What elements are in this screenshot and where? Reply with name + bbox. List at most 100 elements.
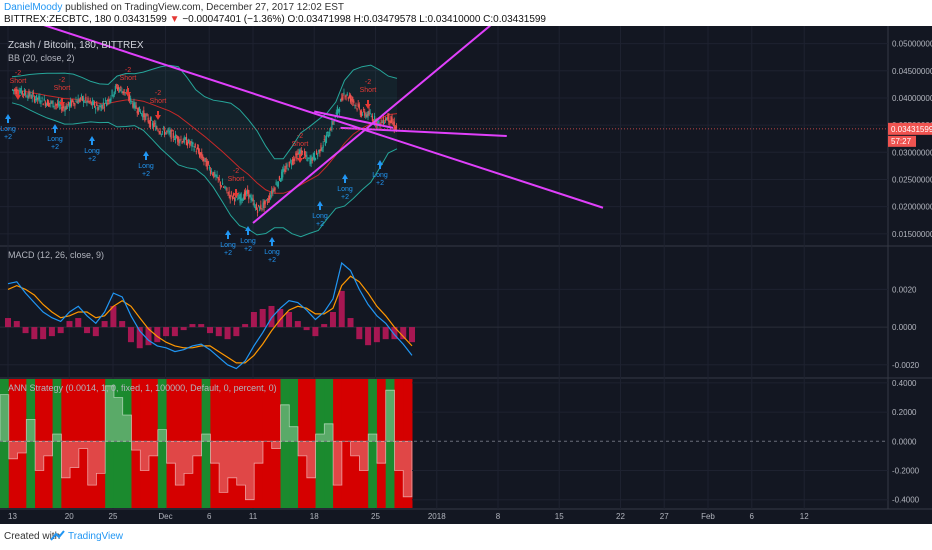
candle-body [95, 107, 96, 109]
macd-histogram-bar [198, 324, 204, 327]
candle-body [203, 159, 204, 161]
candle-body [189, 143, 190, 145]
candle-body [297, 153, 298, 154]
price-tick-label: 0.05000000 [892, 40, 932, 49]
candle-body [321, 148, 322, 151]
candle-body [291, 163, 292, 165]
author-link[interactable]: DanielMoody [4, 2, 62, 13]
candle-body [72, 100, 73, 102]
signal-label: Short [54, 85, 71, 92]
candle-body [317, 154, 318, 156]
candle-body [358, 103, 359, 106]
candle-body [38, 96, 39, 99]
candle-body [197, 147, 198, 149]
tradingview-logo-icon[interactable] [50, 529, 66, 543]
candle-body [160, 131, 161, 134]
candle-body [94, 102, 95, 107]
candle-body [209, 167, 210, 168]
candle-body [48, 101, 49, 106]
candle-body [282, 169, 283, 177]
macd-histogram-bar [49, 327, 55, 336]
candle-body [353, 101, 354, 103]
candle-body [27, 96, 28, 99]
candle-body [140, 112, 141, 114]
candle-body [172, 130, 173, 131]
candle-body [258, 205, 259, 206]
ohlc-values: O:0.03471998 H:0.03479578 L:0.03410000 C… [287, 14, 546, 25]
candle-body [71, 101, 72, 106]
candle-body [296, 154, 297, 160]
candle-body [78, 98, 79, 104]
last-price-tag-label: 0.03431599 [891, 125, 932, 134]
macd-histogram-bar [260, 309, 266, 327]
time-tick-label: 20 [65, 512, 74, 521]
candle-body [229, 191, 230, 194]
candle-body [22, 91, 23, 93]
candle-body [119, 89, 120, 92]
candle-body [352, 97, 353, 102]
candle-body [133, 101, 134, 108]
macd-histogram-bar [189, 324, 195, 327]
candle-body [347, 94, 348, 96]
candle-body [188, 139, 189, 142]
ann-tick-label: -0.4000 [892, 496, 920, 505]
signal-label: Short [10, 78, 27, 85]
candle-body [313, 153, 314, 159]
price-change: −0.00047401 (−1.36%) [182, 14, 284, 25]
time-tick-label: 6 [207, 512, 212, 521]
candle-body [26, 97, 27, 98]
candle-body [12, 89, 13, 90]
candle-body [103, 102, 104, 105]
candle-body [200, 152, 201, 155]
candle-body [323, 145, 324, 148]
candle-body [181, 142, 182, 144]
candle-body [23, 94, 24, 95]
ann-signal-band [342, 379, 351, 508]
candle-body [145, 116, 146, 117]
candle-body [381, 120, 382, 121]
macd-histogram-bar [225, 327, 231, 339]
candle-body [223, 187, 224, 188]
candle-body [33, 93, 34, 94]
candle-body [51, 101, 52, 102]
candle-body [41, 97, 42, 98]
candle-body [148, 118, 149, 123]
time-tick-label: 18 [310, 512, 319, 521]
candle-body [45, 102, 46, 106]
candle-body [159, 132, 160, 133]
candle-body [24, 90, 25, 95]
candle-body [163, 128, 164, 129]
candle-body [99, 105, 100, 107]
ann-signal-band [26, 379, 35, 508]
candle-body [237, 198, 238, 200]
candle-body [277, 185, 278, 186]
candle-body [171, 130, 172, 139]
candle-body [270, 195, 271, 199]
candle-body [143, 110, 144, 117]
candle-body [318, 150, 319, 153]
candle-body [219, 179, 220, 180]
candle-body [68, 102, 69, 105]
signal-qty: -2 [125, 67, 131, 74]
candle-body [146, 114, 147, 116]
candle-body [90, 100, 91, 101]
symbol-label: BITTREX:ZECBTC, 180 [4, 14, 111, 25]
candle-body [152, 123, 153, 125]
candle-body [37, 98, 38, 100]
tradingview-brand[interactable]: TradingView [68, 531, 123, 542]
candle-body [115, 86, 116, 92]
chart-canvas[interactable]: 13 20 25 Dec 6 11 18 25 2018 8 15 22 27 Feb 6 12 0.05000… [0, 26, 932, 524]
time-tick-label: Feb [701, 512, 715, 521]
chart-svg[interactable]: 13 20 25 Dec 6 11 18 25 2018 8 15 22 27 Feb 6 12 0.05000… [0, 26, 932, 524]
candle-body [56, 104, 57, 105]
countdown-label: 57:27 [891, 137, 912, 146]
candle-body [117, 87, 118, 90]
macd-histogram-bar [40, 327, 46, 339]
candle-body [104, 107, 105, 108]
candle-body [247, 189, 248, 193]
candle-body [389, 121, 390, 124]
macd-histogram-bar [242, 324, 248, 327]
candle-body [326, 135, 327, 143]
candle-body [110, 97, 111, 100]
candle-body [241, 193, 242, 200]
